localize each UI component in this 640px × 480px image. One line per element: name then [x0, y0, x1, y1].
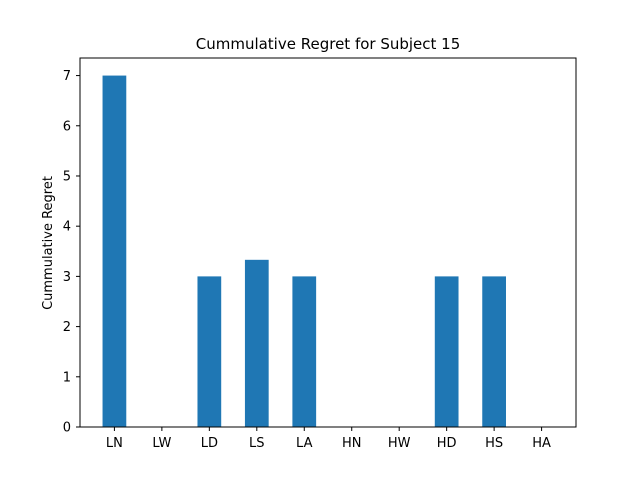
- y-tick-label: 0: [63, 421, 71, 436]
- x-tick-label: HS: [485, 436, 503, 451]
- x-tick-label: HA: [532, 436, 551, 451]
- bar-la: [292, 276, 317, 427]
- x-axis-ticks: LN LW LD LS LA HN HW HD HS HA: [106, 427, 551, 451]
- y-tick-label: 7: [63, 69, 71, 84]
- bar-hd: [434, 276, 459, 427]
- y-tick-label: 4: [63, 220, 71, 235]
- x-tick-label: HN: [342, 436, 362, 451]
- bar-hs: [482, 276, 506, 427]
- plot-frame: [79, 57, 577, 428]
- x-tick-label: LD: [201, 436, 218, 451]
- y-tick-label: 2: [63, 320, 71, 335]
- y-tick-label: 3: [63, 270, 71, 285]
- chart-title: Cummulative Regret for Subject 15: [196, 35, 461, 53]
- y-tick-label: 5: [63, 169, 71, 184]
- bars-group: [102, 75, 506, 428]
- y-tick-label: 1: [63, 370, 71, 385]
- x-tick-label: LS: [249, 436, 265, 451]
- y-axis-ticks: 0 1 2 3 4 5 6 7: [63, 69, 80, 436]
- x-tick-label: HD: [437, 436, 457, 451]
- y-axis-label: Cummulative Regret: [41, 176, 56, 310]
- bar-ln: [102, 75, 127, 428]
- x-tick-label: HW: [388, 436, 411, 451]
- bar-ls: [244, 259, 269, 427]
- x-tick-label: LA: [296, 436, 313, 451]
- x-tick-label: LN: [106, 436, 123, 451]
- y-tick-label: 6: [63, 119, 71, 134]
- bar-ld: [197, 276, 222, 427]
- x-tick-label: LW: [152, 436, 171, 451]
